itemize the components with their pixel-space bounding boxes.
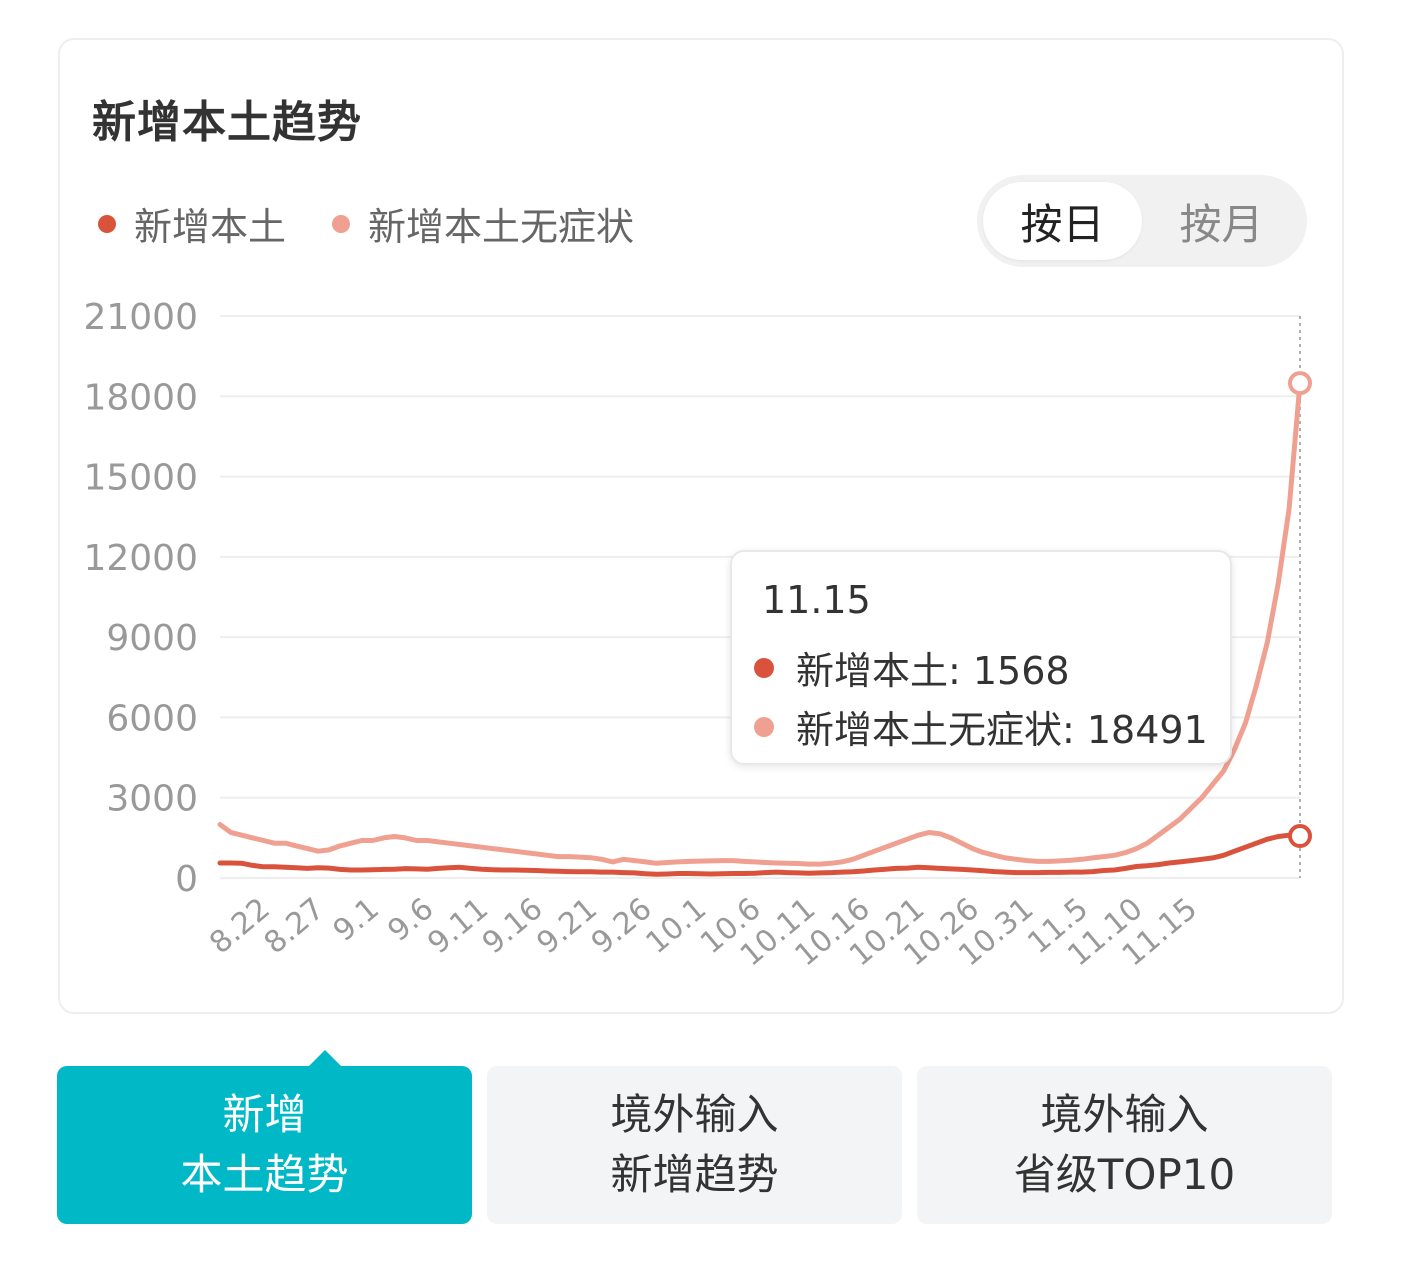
tooltip-row-local: 新增本土: 1568: [754, 640, 1070, 695]
tooltip-date: 11.15: [762, 578, 871, 622]
tab-label-line1: 境外输入: [610, 1090, 779, 1139]
y-tick-label: 6000: [106, 698, 198, 739]
bottom-tabs: 新增 本土趋势 境外输入 新增趋势 境外输入 省级TOP10: [57, 1050, 1333, 1224]
series-end-marker: [1288, 371, 1312, 396]
y-tick-label: 12000: [83, 538, 198, 579]
y-tick-label: 15000: [83, 458, 198, 499]
active-tab-pointer: [309, 1050, 341, 1066]
legend-label: 新增本土: [134, 205, 287, 249]
tab-imported-trend[interactable]: 境外输入 新增趋势: [487, 1066, 902, 1224]
series-end-marker: [1288, 824, 1312, 849]
chart-legend: 新增本土 新增本土无症状: [98, 196, 680, 251]
series-line: [217, 380, 1303, 867]
chart-tooltip: 11.15 新增本土: 1568 新增本土无症状: 18491: [730, 550, 1232, 765]
x-tick-label: 10.1: [639, 891, 713, 961]
series-line: [217, 832, 1303, 877]
y-tick-label: 18000: [83, 377, 198, 418]
y-tick-label: 21000: [83, 297, 198, 338]
y-tick-label: 9000: [106, 618, 198, 659]
x-tick-label: 9.11: [421, 891, 495, 961]
toggle-by-month[interactable]: 按月: [1179, 199, 1264, 249]
period-toggle: 按日 按月: [977, 175, 1307, 267]
x-tick-label: 8.27: [258, 891, 332, 961]
y-tick-label: 3000: [106, 779, 198, 820]
x-tick-label: 9.26: [585, 891, 659, 961]
tab-imported-top10[interactable]: 境外输入 省级TOP10: [917, 1066, 1332, 1224]
y-tick-label: 0: [175, 859, 198, 900]
tooltip-value-asymptomatic: 新增本土无症状: 18491: [796, 708, 1208, 752]
toggle-by-day[interactable]: 按日: [983, 182, 1142, 260]
legend-label: 新增本土无症状: [368, 205, 635, 249]
x-tick-label: 9.21: [530, 891, 604, 961]
tooltip-value-local: 新增本土: 1568: [796, 649, 1070, 693]
tab-label-line2: 新增趋势: [610, 1150, 779, 1199]
tooltip-dot-icon: [754, 716, 774, 737]
tab-label-line1: 境外输入: [1040, 1090, 1209, 1139]
trend-line-chart: 21000 18000 15000 12000 9000 6000 3000 08.228.2…: [83, 297, 1312, 973]
x-tick-label: 9.16: [476, 891, 550, 961]
tab-label-line1: 新增: [222, 1090, 307, 1139]
legend-item-asymptomatic[interactable]: 新增本土无症状: [332, 196, 634, 251]
tab-label-line2: 省级TOP10: [1013, 1150, 1236, 1199]
legend-dot-icon: [98, 214, 116, 233]
card-title: 新增本土趋势: [92, 97, 362, 148]
tooltip-row-asymptomatic: 新增本土无症状: 18491: [754, 699, 1208, 754]
legend-item-local[interactable]: 新增本土: [98, 196, 286, 251]
tab-label-line2: 本土趋势: [180, 1150, 349, 1199]
legend-dot-icon: [332, 214, 351, 233]
tooltip-dot-icon: [754, 657, 774, 678]
x-tick-label: 8.22: [203, 891, 277, 961]
tab-local-trend[interactable]: 新增 本土趋势: [57, 1050, 472, 1224]
x-tick-label: 9.1: [327, 891, 386, 948]
